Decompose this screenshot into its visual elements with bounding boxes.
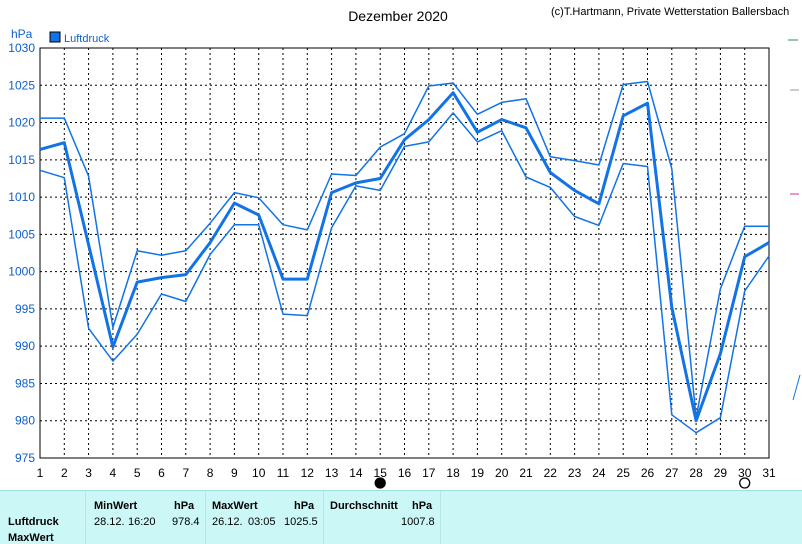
stats-panel: Luftdruck MaxWert MinWert hPa 28.12. 16:… xyxy=(0,490,802,544)
series-line-average xyxy=(39,91,770,423)
max-time: 03:05 xyxy=(248,516,276,528)
max-unit: hPa xyxy=(294,500,315,512)
series-line-min xyxy=(39,112,770,434)
x-tick-label: 11 xyxy=(277,466,290,480)
new-moon-marker xyxy=(739,477,751,489)
y-tick-label: 1020 xyxy=(8,116,35,130)
min-value: 978.4 xyxy=(172,516,200,528)
x-tick-label: 28 xyxy=(689,466,703,480)
avg-value: 1007.8 xyxy=(401,516,435,528)
y-axis-label: hPa xyxy=(11,27,33,41)
x-tick-label: 26 xyxy=(641,466,655,480)
avg-unit: hPa xyxy=(412,500,433,512)
x-tick-label: 30 xyxy=(738,466,752,480)
x-tick-label: 19 xyxy=(471,466,485,480)
y-tick-label: 990 xyxy=(15,339,35,353)
full-moon-marker xyxy=(374,477,386,489)
series-lines xyxy=(39,80,770,434)
y-tick-label: 975 xyxy=(15,451,35,465)
stats-empty-cell xyxy=(441,491,802,544)
x-tick-label: 18 xyxy=(446,466,460,480)
x-tick-label: 16 xyxy=(398,466,412,480)
chart-title: Dezember 2020 xyxy=(348,8,448,24)
y-tick-label: 1010 xyxy=(8,190,35,204)
x-tick-label: 8 xyxy=(207,466,214,480)
x-tick-label: 15 xyxy=(374,466,388,480)
stats-avg-cell: Durchschnitt hPa 1007.8 xyxy=(324,491,441,544)
x-tick-label: 4 xyxy=(110,466,117,480)
x-tick-label: 1 xyxy=(37,466,44,480)
x-tick-label: 23 xyxy=(568,466,582,480)
y-tick-label: 1030 xyxy=(8,41,35,55)
min-date: 28.12. xyxy=(94,516,125,528)
y-tick-label: 1005 xyxy=(8,227,35,241)
max-date: 26.12. xyxy=(212,516,243,528)
x-tick-label: 24 xyxy=(592,466,606,480)
x-tick-label: 22 xyxy=(544,466,558,480)
x-tick-label: 14 xyxy=(349,466,363,480)
x-tick-label: 25 xyxy=(617,466,631,480)
x-tick-label: 31 xyxy=(762,466,776,480)
x-tick-label: 3 xyxy=(85,466,92,480)
min-unit: hPa xyxy=(174,500,195,512)
grid xyxy=(40,48,769,458)
x-tick-label: 5 xyxy=(134,466,141,480)
x-tick-label: 29 xyxy=(714,466,728,480)
x-tick-label: 7 xyxy=(182,466,189,480)
y-tick-label: 980 xyxy=(15,414,35,428)
x-tick-label: 2 xyxy=(61,466,68,480)
y-tick-label: 1000 xyxy=(8,265,35,279)
row-label-maxwert: MaxWert xyxy=(8,532,54,544)
x-tick-label: 20 xyxy=(495,466,509,480)
y-axis-ticks: 975 980 985 990 995 1000 1005 1010 1015 1020 1025 1… xyxy=(8,41,35,465)
stats-min-cell: MinWert hPa 28.12. 16:20 978.4 xyxy=(86,491,206,544)
moon-markers xyxy=(374,477,751,489)
avg-header: Durchschnitt xyxy=(330,500,398,512)
x-tick-label: 21 xyxy=(519,466,533,480)
x-tick-label: 13 xyxy=(325,466,339,480)
row-label-luftdruck: Luftdruck xyxy=(8,516,59,528)
stats-max-cell: MaxWert hPa 26.12. 03:05 1025.5 xyxy=(206,491,324,544)
series-line-max xyxy=(40,80,769,419)
max-header: MaxWert xyxy=(212,500,258,512)
copyright-text: (c)T.Hartmann, Private Wetterstation Bal… xyxy=(551,6,789,18)
y-tick-label: 985 xyxy=(15,376,35,390)
stats-row-labels: Luftdruck MaxWert xyxy=(0,491,86,544)
x-tick-label: 10 xyxy=(252,466,266,480)
x-tick-label: 12 xyxy=(301,466,315,480)
pressure-chart: 9759809859909951000100510101015102010251… xyxy=(8,6,801,489)
max-value: 1025.5 xyxy=(284,516,318,528)
legend-label: Luftdruck xyxy=(64,33,110,45)
y-tick-label: 1015 xyxy=(8,153,35,167)
legend-swatch xyxy=(49,31,61,43)
x-tick-label: 9 xyxy=(231,466,238,480)
x-tick-label: 6 xyxy=(158,466,165,480)
x-tick-label: 27 xyxy=(665,466,679,480)
y-tick-label: 1025 xyxy=(8,78,35,92)
x-tick-label: 17 xyxy=(422,466,436,480)
edge-mark xyxy=(792,374,801,401)
min-time: 16:20 xyxy=(128,516,156,528)
min-header: MinWert xyxy=(94,500,138,512)
y-tick-label: 995 xyxy=(15,302,35,316)
x-axis-ticks: 1 2 3 4 5 6 7 8 9 10 11 12 13 14 15 16 17 18 19 20 21 22 23 24 2… xyxy=(37,466,776,480)
